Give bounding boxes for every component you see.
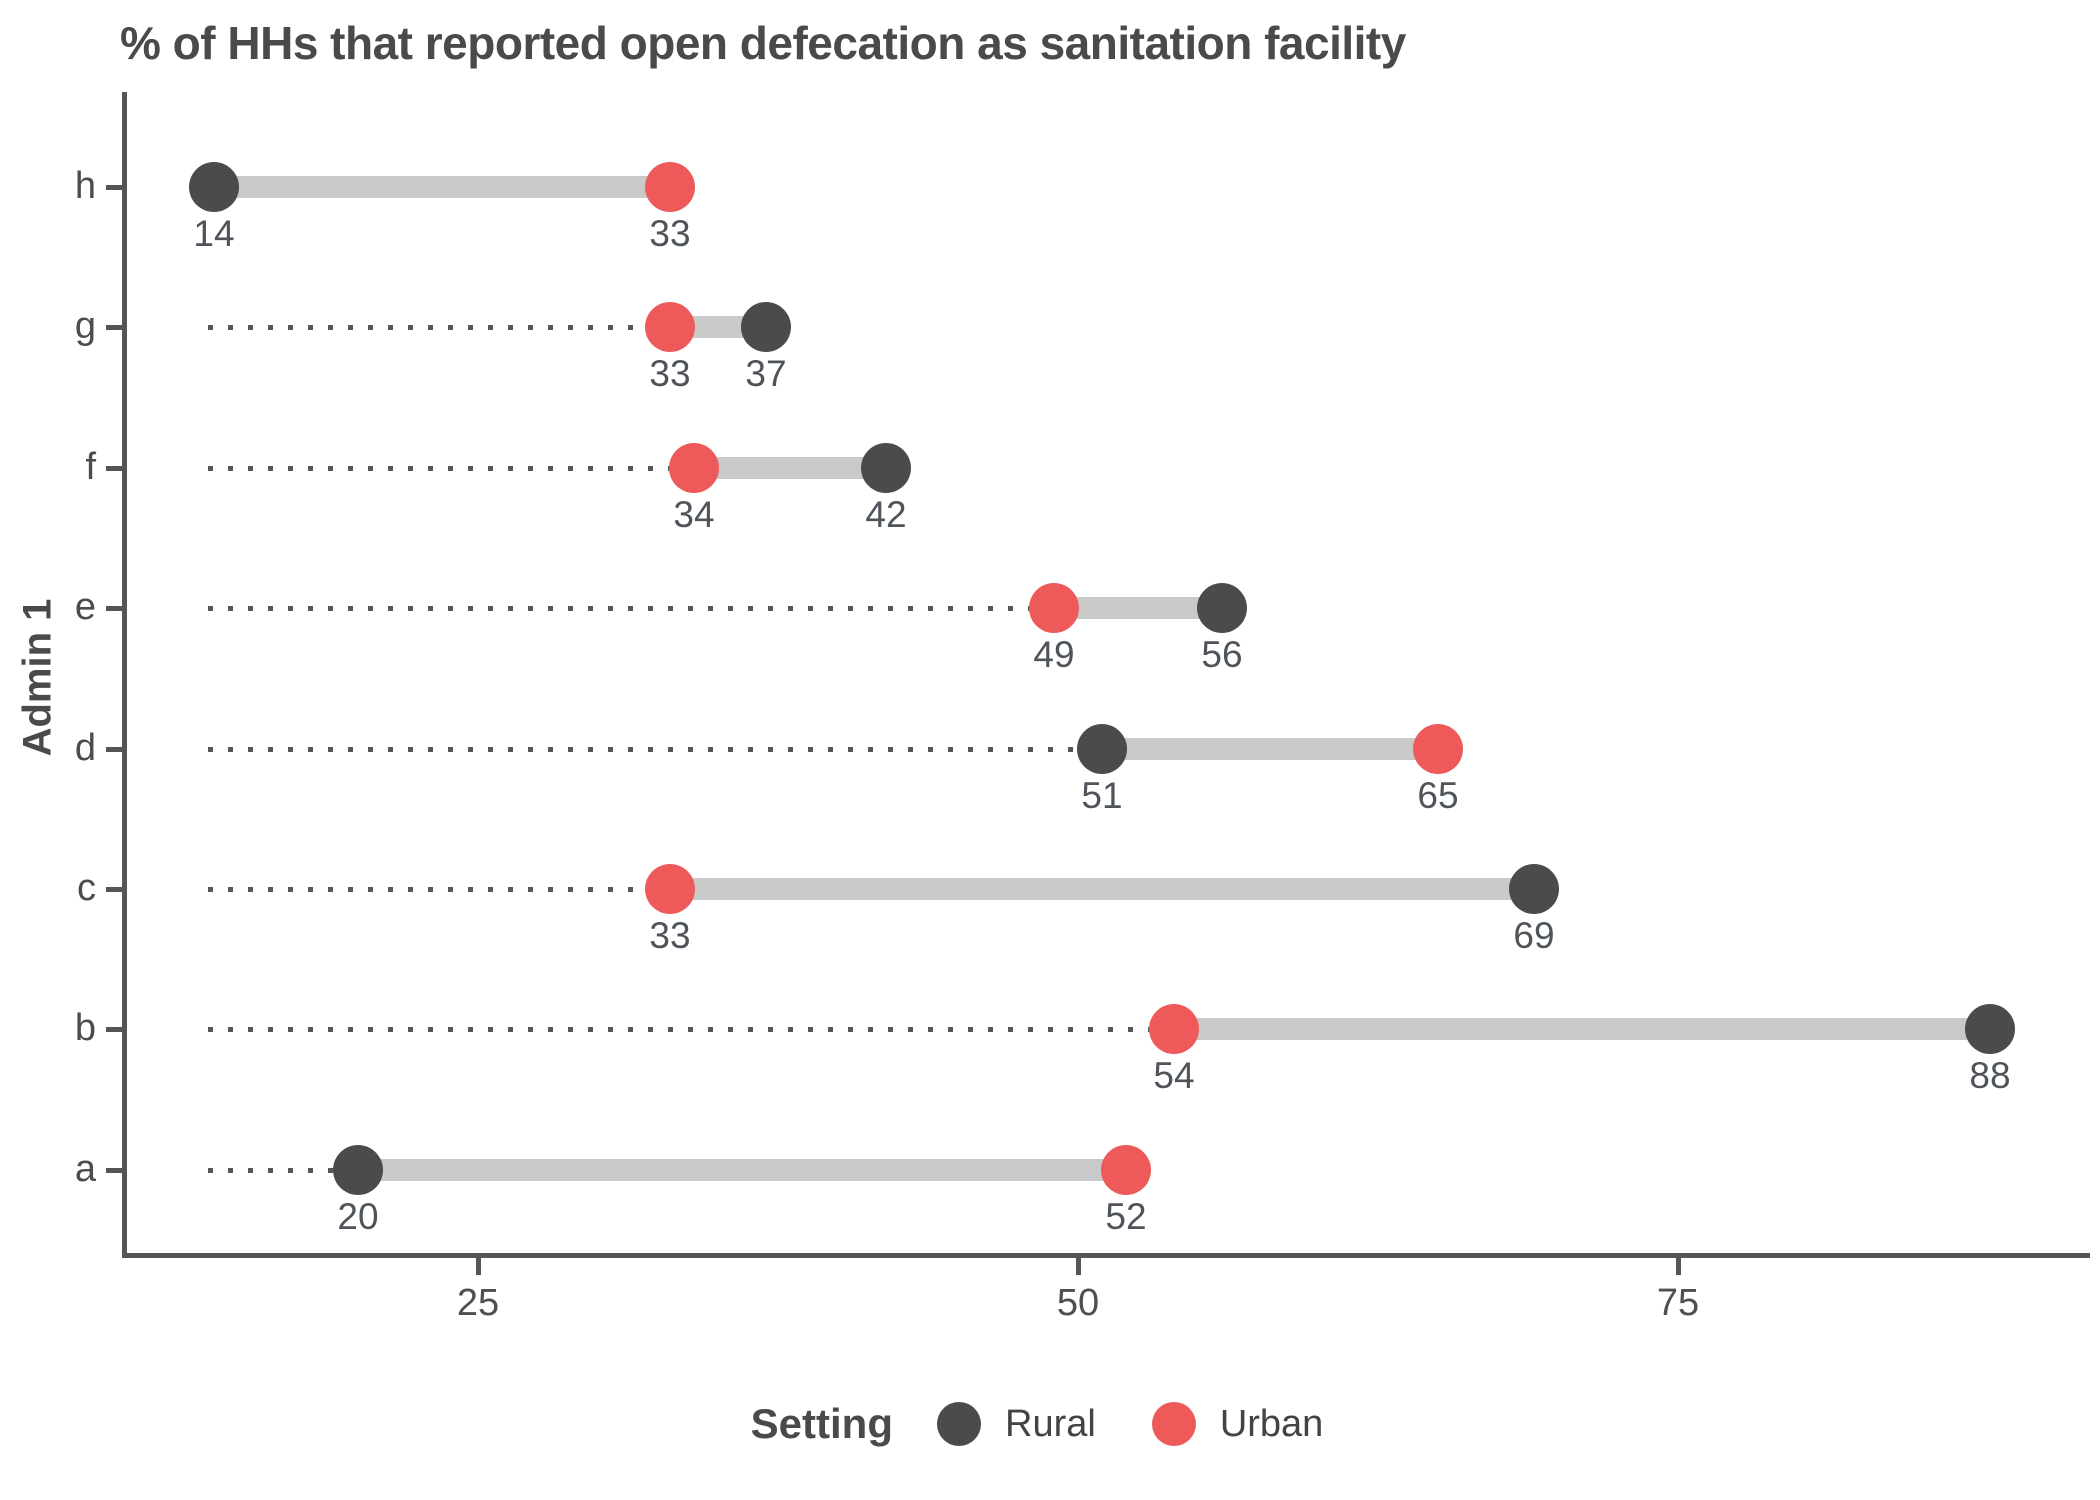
y-tick-label-e: e bbox=[74, 586, 96, 629]
rural-value-label-d: 51 bbox=[1081, 774, 1123, 816]
chart-title: % of HHs that reported open defecation a… bbox=[120, 17, 1406, 69]
urban-value-label-h: 33 bbox=[649, 213, 691, 254]
rural-value-label-h: 14 bbox=[193, 213, 235, 254]
urban-value-label-c: 33 bbox=[649, 915, 691, 956]
rural-dot-h bbox=[189, 162, 239, 212]
y-tick-label-f: f bbox=[85, 445, 96, 488]
y-tick-mark-a bbox=[106, 1167, 123, 1173]
y-tick-label-g: g bbox=[74, 305, 96, 348]
rural-value-label-e: 56 bbox=[1201, 634, 1243, 676]
legend: Setting Rural Urban bbox=[0, 1400, 2100, 1448]
rural-value-label-g: 37 bbox=[745, 353, 787, 395]
rural-dot-c bbox=[1509, 864, 1559, 914]
y-tick-mark-g bbox=[106, 325, 123, 331]
y-tick-label-h: h bbox=[74, 165, 96, 207]
leader-line-e bbox=[208, 606, 1054, 612]
legend-title: Setting bbox=[750, 1400, 893, 1447]
x-tick-mark-50 bbox=[1076, 1258, 1081, 1275]
x-tick-label-50: 50 bbox=[1056, 1282, 1100, 1324]
legend-swatch-rural bbox=[937, 1402, 981, 1446]
connector-bar-e bbox=[1054, 597, 1222, 620]
urban-value-label-d: 65 bbox=[1417, 774, 1459, 816]
x-axis-line bbox=[122, 1253, 2090, 1258]
y-tick-mark-e bbox=[106, 606, 123, 612]
legend-swatch-urban bbox=[1151, 1402, 1196, 1446]
connector-bar-d bbox=[1102, 737, 1438, 760]
leader-line-c bbox=[208, 887, 670, 892]
connector-bar-f bbox=[694, 456, 886, 479]
urban-dot-b bbox=[1149, 1004, 1199, 1055]
x-tick-mark-25 bbox=[476, 1258, 481, 1275]
legend-label-rural: Rural bbox=[1005, 1402, 1096, 1445]
y-tick-label-c: c bbox=[77, 867, 96, 909]
rural-dot-g bbox=[741, 302, 791, 353]
leader-line-f bbox=[208, 465, 694, 471]
legend-item-urban: Urban bbox=[1151, 1402, 1324, 1446]
y-tick-mark-c bbox=[106, 887, 123, 892]
y-tick-mark-b bbox=[106, 1027, 123, 1033]
y-tick-label-a: a bbox=[74, 1147, 96, 1190]
rural-dot-e bbox=[1197, 583, 1247, 634]
x-tick-mark-75 bbox=[1676, 1258, 1681, 1275]
urban-dot-c bbox=[645, 864, 695, 914]
urban-dot-e bbox=[1029, 583, 1079, 634]
urban-dot-a bbox=[1101, 1144, 1151, 1195]
legend-item-rural: Rural bbox=[937, 1402, 1096, 1446]
urban-value-label-b: 54 bbox=[1153, 1055, 1195, 1097]
rural-dot-a bbox=[333, 1144, 383, 1195]
urban-value-label-g: 33 bbox=[649, 353, 691, 395]
y-tick-label-d: d bbox=[74, 726, 96, 769]
rural-value-label-c: 69 bbox=[1513, 915, 1555, 956]
urban-value-label-f: 34 bbox=[673, 493, 715, 535]
y-tick-mark-f bbox=[106, 465, 123, 471]
urban-dot-f bbox=[669, 442, 719, 493]
y-tick-label-b: b bbox=[74, 1007, 96, 1050]
urban-dot-g bbox=[645, 302, 695, 353]
connector-bar-h bbox=[214, 176, 670, 198]
y-tick-mark-d bbox=[106, 746, 123, 752]
rural-dot-b bbox=[1965, 1004, 2015, 1055]
y-axis-line bbox=[122, 92, 127, 1258]
connector-bar-c bbox=[670, 878, 1534, 900]
urban-dot-d bbox=[1413, 723, 1463, 774]
x-tick-label-75: 75 bbox=[1656, 1282, 1700, 1324]
leader-line-b bbox=[208, 1027, 1174, 1033]
rural-value-label-a: 20 bbox=[337, 1195, 379, 1237]
y-tick-mark-h bbox=[106, 185, 123, 190]
leader-line-a bbox=[208, 1167, 358, 1173]
connector-bar-a bbox=[358, 1158, 1126, 1181]
rural-value-label-b: 88 bbox=[1969, 1055, 2011, 1097]
urban-dot-h bbox=[645, 162, 695, 212]
leader-line-d bbox=[208, 746, 1102, 752]
rural-dot-d bbox=[1077, 723, 1127, 774]
urban-value-label-e: 49 bbox=[1033, 634, 1075, 676]
x-tick-label-25: 25 bbox=[456, 1282, 500, 1324]
rural-value-label-f: 42 bbox=[865, 493, 907, 535]
legend-label-urban: Urban bbox=[1219, 1402, 1324, 1445]
leader-line-g bbox=[208, 325, 670, 331]
rural-dot-f bbox=[861, 442, 911, 493]
connector-bar-b bbox=[1174, 1018, 1990, 1041]
urban-value-label-a: 52 bbox=[1105, 1195, 1147, 1237]
